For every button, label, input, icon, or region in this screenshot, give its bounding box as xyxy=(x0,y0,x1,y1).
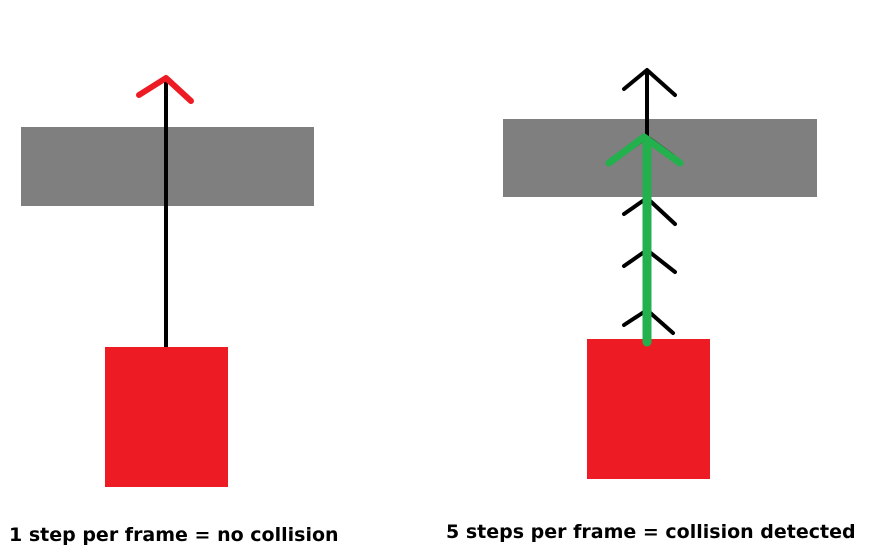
left-panel xyxy=(21,75,314,487)
left-miss-arrowhead xyxy=(136,75,194,104)
right-object xyxy=(587,339,710,479)
collision-diagram xyxy=(21,68,817,487)
hit-arrowhead xyxy=(605,133,684,167)
right-wall xyxy=(503,119,817,197)
caption-one-step: 1 step per frame = no collision xyxy=(9,524,339,546)
right-panel xyxy=(503,68,817,479)
step-arrowhead-5 xyxy=(622,68,677,97)
left-object xyxy=(105,347,228,487)
caption-five-steps: 5 steps per frame = collision detected xyxy=(446,521,856,543)
